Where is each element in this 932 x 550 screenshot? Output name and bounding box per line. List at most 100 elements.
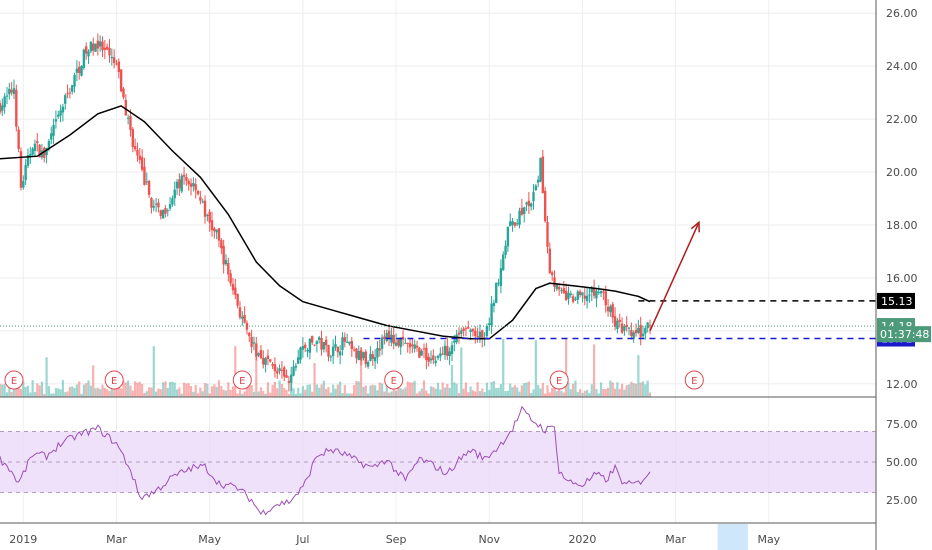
candle-body[interactable] — [553, 277, 556, 287]
candle-body[interactable] — [80, 65, 83, 76]
candle-body[interactable] — [150, 197, 153, 208]
candle-body[interactable] — [569, 293, 572, 296]
candle-body[interactable] — [98, 41, 102, 47]
candle-body[interactable] — [336, 346, 340, 353]
candle-body[interactable] — [355, 348, 358, 359]
candle-body[interactable] — [171, 198, 174, 205]
candle-body[interactable] — [518, 210, 521, 225]
candle-body[interactable] — [101, 41, 104, 51]
candle-body[interactable] — [273, 364, 277, 372]
candle-body[interactable] — [182, 174, 186, 177]
candle-body[interactable] — [467, 326, 470, 329]
candlesticks[interactable] — [0, 33, 652, 392]
candle-body[interactable] — [648, 325, 652, 327]
candle-body[interactable] — [112, 57, 116, 64]
candle-body[interactable] — [429, 358, 433, 361]
candle-body[interactable] — [588, 294, 591, 296]
candle-body[interactable] — [324, 339, 328, 346]
candle-body[interactable] — [262, 357, 265, 365]
candle-body[interactable] — [460, 330, 463, 334]
candle-body[interactable] — [257, 353, 260, 356]
candle-body[interactable] — [352, 349, 356, 351]
candle-body[interactable] — [441, 353, 444, 355]
candle-body[interactable] — [110, 56, 114, 59]
candle-body[interactable] — [488, 323, 491, 326]
candle-body[interactable] — [345, 341, 349, 343]
candle-body[interactable] — [8, 88, 11, 95]
candle-body[interactable] — [415, 345, 419, 348]
candle-body[interactable] — [185, 176, 188, 181]
candle-body[interactable] — [432, 355, 435, 360]
candle-body[interactable] — [329, 356, 333, 358]
candle-body[interactable] — [557, 286, 561, 290]
candle-body[interactable] — [45, 147, 48, 156]
candle-body[interactable] — [52, 124, 55, 136]
candle-body[interactable] — [94, 43, 97, 52]
candle-body[interactable] — [399, 337, 402, 348]
candle-body[interactable] — [634, 329, 638, 334]
rsi-axis[interactable]: 25.00 50.00 75.00 — [886, 418, 918, 507]
candle-body[interactable] — [411, 344, 414, 347]
candle-body[interactable] — [637, 328, 640, 333]
candle-body[interactable] — [54, 119, 58, 122]
candle-body[interactable] — [534, 185, 538, 191]
candle-body[interactable] — [12, 88, 16, 94]
candle-body[interactable] — [450, 345, 454, 355]
candle-body[interactable] — [117, 61, 121, 73]
candle-body[interactable] — [285, 375, 288, 378]
candle-body[interactable] — [238, 307, 242, 318]
candle-body[interactable] — [425, 347, 428, 361]
candle-body[interactable] — [578, 291, 582, 296]
candle-body[interactable] — [231, 283, 235, 291]
candle-body[interactable] — [269, 359, 272, 362]
candle-body[interactable] — [457, 332, 461, 335]
candle-body[interactable] — [543, 190, 547, 222]
candle-body[interactable] — [597, 291, 600, 293]
candle-body[interactable] — [495, 282, 498, 303]
candle-body[interactable] — [343, 337, 347, 342]
candle-body[interactable] — [546, 222, 549, 247]
candle-body[interactable] — [203, 200, 207, 217]
candle-body[interactable] — [434, 360, 437, 364]
candle-body[interactable] — [304, 344, 307, 349]
candle-body[interactable] — [408, 343, 412, 348]
candle-body[interactable] — [129, 115, 132, 130]
candle-body[interactable] — [394, 342, 398, 346]
candle-body[interactable] — [278, 368, 281, 372]
candle-body[interactable] — [611, 304, 614, 318]
candle-body[interactable] — [164, 208, 167, 214]
candle-body[interactable] — [516, 223, 519, 225]
candle-body[interactable] — [387, 330, 391, 340]
candle-body[interactable] — [287, 380, 291, 383]
candle-body[interactable] — [255, 343, 258, 357]
candle-body[interactable] — [133, 146, 137, 150]
candle-body[interactable] — [248, 332, 251, 337]
candle-body[interactable] — [509, 221, 512, 227]
candle-body[interactable] — [366, 361, 370, 367]
candle-body[interactable] — [119, 69, 123, 92]
candle-body[interactable] — [91, 43, 95, 51]
candle-body[interactable] — [217, 228, 221, 241]
candle-body[interactable] — [89, 42, 93, 52]
candle-body[interactable] — [1, 105, 4, 111]
candle-body[interactable] — [532, 192, 535, 202]
candle-body[interactable] — [36, 141, 39, 144]
earnings-marker[interactable]: E — [549, 370, 569, 390]
candle-body[interactable] — [418, 347, 421, 358]
candle-body[interactable] — [17, 129, 20, 149]
candle-body[interactable] — [59, 110, 62, 116]
candle-body[interactable] — [618, 319, 621, 322]
candle-body[interactable] — [317, 337, 321, 340]
candle-body[interactable] — [201, 201, 204, 203]
earnings-marker[interactable]: E — [232, 370, 252, 390]
candle-body[interactable] — [639, 324, 642, 338]
candle-body[interactable] — [196, 190, 200, 195]
candle-body[interactable] — [641, 333, 645, 337]
candle-body[interactable] — [462, 328, 465, 331]
candle-body[interactable] — [502, 254, 505, 271]
candle-body[interactable] — [413, 344, 416, 349]
candle-body[interactable] — [555, 284, 559, 290]
candle-body[interactable] — [43, 147, 46, 158]
candle-body[interactable] — [234, 287, 237, 295]
